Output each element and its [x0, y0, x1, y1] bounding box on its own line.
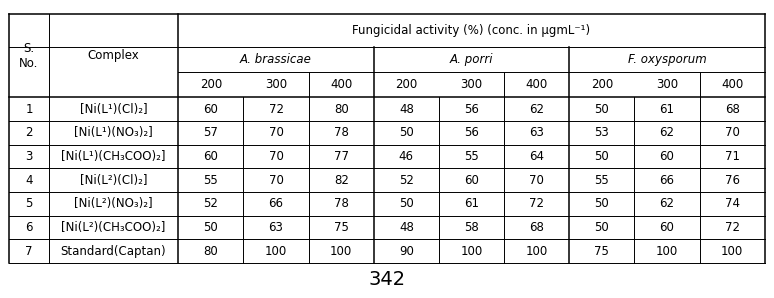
Text: [Ni(L²)(CH₃COO)₂]: [Ni(L²)(CH₃COO)₂] [61, 221, 166, 234]
Text: 200: 200 [200, 78, 222, 91]
Text: 300: 300 [461, 78, 482, 91]
Text: 61: 61 [659, 103, 674, 116]
Text: 75: 75 [334, 221, 348, 234]
Text: A. brassicae: A. brassicae [240, 53, 312, 66]
Text: 56: 56 [464, 126, 479, 139]
Text: 64: 64 [529, 150, 544, 163]
Text: 56: 56 [464, 103, 479, 116]
Text: 60: 60 [659, 150, 674, 163]
Text: 68: 68 [724, 103, 740, 116]
Text: 200: 200 [396, 78, 417, 91]
Text: [Ni(L¹)(Cl)₂]: [Ni(L¹)(Cl)₂] [80, 103, 147, 116]
Text: 90: 90 [399, 245, 414, 258]
Text: 200: 200 [591, 78, 613, 91]
Text: 80: 80 [204, 245, 218, 258]
Text: [Ni(L²)(Cl)₂]: [Ni(L²)(Cl)₂] [80, 174, 147, 187]
Text: 82: 82 [334, 174, 348, 187]
Text: 77: 77 [334, 150, 349, 163]
Text: 55: 55 [204, 174, 218, 187]
Text: 70: 70 [269, 150, 283, 163]
Text: 72: 72 [724, 221, 740, 234]
Text: 50: 50 [399, 126, 414, 139]
Text: 5: 5 [26, 197, 33, 210]
Text: 53: 53 [594, 126, 609, 139]
Text: 62: 62 [529, 103, 544, 116]
Text: 50: 50 [594, 150, 609, 163]
Text: 7: 7 [26, 245, 33, 258]
Text: 66: 66 [659, 174, 674, 187]
Text: 58: 58 [464, 221, 479, 234]
Text: 50: 50 [399, 197, 414, 210]
Text: 72: 72 [269, 103, 283, 116]
Text: 2: 2 [26, 126, 33, 139]
Text: 100: 100 [721, 245, 743, 258]
Text: 57: 57 [204, 126, 218, 139]
Text: 60: 60 [204, 150, 218, 163]
Text: 100: 100 [265, 245, 287, 258]
Text: 78: 78 [334, 197, 348, 210]
Text: 3: 3 [26, 150, 33, 163]
Text: 100: 100 [330, 245, 352, 258]
Text: 50: 50 [594, 103, 609, 116]
Text: F. oxysporum: F. oxysporum [628, 53, 707, 66]
Text: 52: 52 [204, 197, 218, 210]
Text: 70: 70 [269, 126, 283, 139]
Text: 55: 55 [464, 150, 479, 163]
Text: 100: 100 [656, 245, 678, 258]
Text: 68: 68 [529, 221, 544, 234]
Text: 46: 46 [399, 150, 414, 163]
Text: 63: 63 [529, 126, 544, 139]
Text: 72: 72 [529, 197, 544, 210]
Text: 342: 342 [368, 270, 406, 289]
Text: 300: 300 [656, 78, 678, 91]
Text: 61: 61 [464, 197, 479, 210]
Text: 100: 100 [526, 245, 548, 258]
Text: 74: 74 [724, 197, 740, 210]
Text: 50: 50 [204, 221, 218, 234]
Text: 75: 75 [594, 245, 609, 258]
Text: 400: 400 [721, 78, 743, 91]
Text: 6: 6 [26, 221, 33, 234]
Text: [Ni(L¹)(CH₃COO)₂]: [Ni(L¹)(CH₃COO)₂] [61, 150, 166, 163]
Text: 78: 78 [334, 126, 348, 139]
Text: 300: 300 [265, 78, 287, 91]
Text: 4: 4 [26, 174, 33, 187]
Text: 55: 55 [594, 174, 609, 187]
Text: 48: 48 [399, 221, 414, 234]
Text: 1: 1 [26, 103, 33, 116]
Text: 400: 400 [526, 78, 548, 91]
Text: 50: 50 [594, 197, 609, 210]
Text: 71: 71 [724, 150, 740, 163]
Text: [Ni(L¹)(NO₃)₂]: [Ni(L¹)(NO₃)₂] [74, 126, 153, 139]
Text: 66: 66 [269, 197, 283, 210]
Text: Complex: Complex [87, 49, 139, 62]
Text: A. porri: A. porri [450, 53, 493, 66]
Text: 52: 52 [399, 174, 414, 187]
Text: 100: 100 [461, 245, 483, 258]
Text: 60: 60 [204, 103, 218, 116]
Text: 70: 70 [529, 174, 544, 187]
Text: 70: 70 [724, 126, 740, 139]
Text: 400: 400 [330, 78, 352, 91]
Text: S.
No.: S. No. [19, 41, 39, 69]
Text: 50: 50 [594, 221, 609, 234]
Text: 62: 62 [659, 197, 674, 210]
Text: 48: 48 [399, 103, 414, 116]
Text: 60: 60 [464, 174, 479, 187]
Text: 60: 60 [659, 221, 674, 234]
Text: 62: 62 [659, 126, 674, 139]
Text: Fungicidal activity (%) (conc. in μgmL⁻¹): Fungicidal activity (%) (conc. in μgmL⁻¹… [352, 24, 591, 37]
Text: 63: 63 [269, 221, 283, 234]
Text: 80: 80 [334, 103, 348, 116]
Text: [Ni(L²)(NO₃)₂]: [Ni(L²)(NO₃)₂] [74, 197, 152, 210]
Text: 76: 76 [724, 174, 740, 187]
Text: Standard(Captan): Standard(Captan) [60, 245, 166, 258]
Text: 70: 70 [269, 174, 283, 187]
